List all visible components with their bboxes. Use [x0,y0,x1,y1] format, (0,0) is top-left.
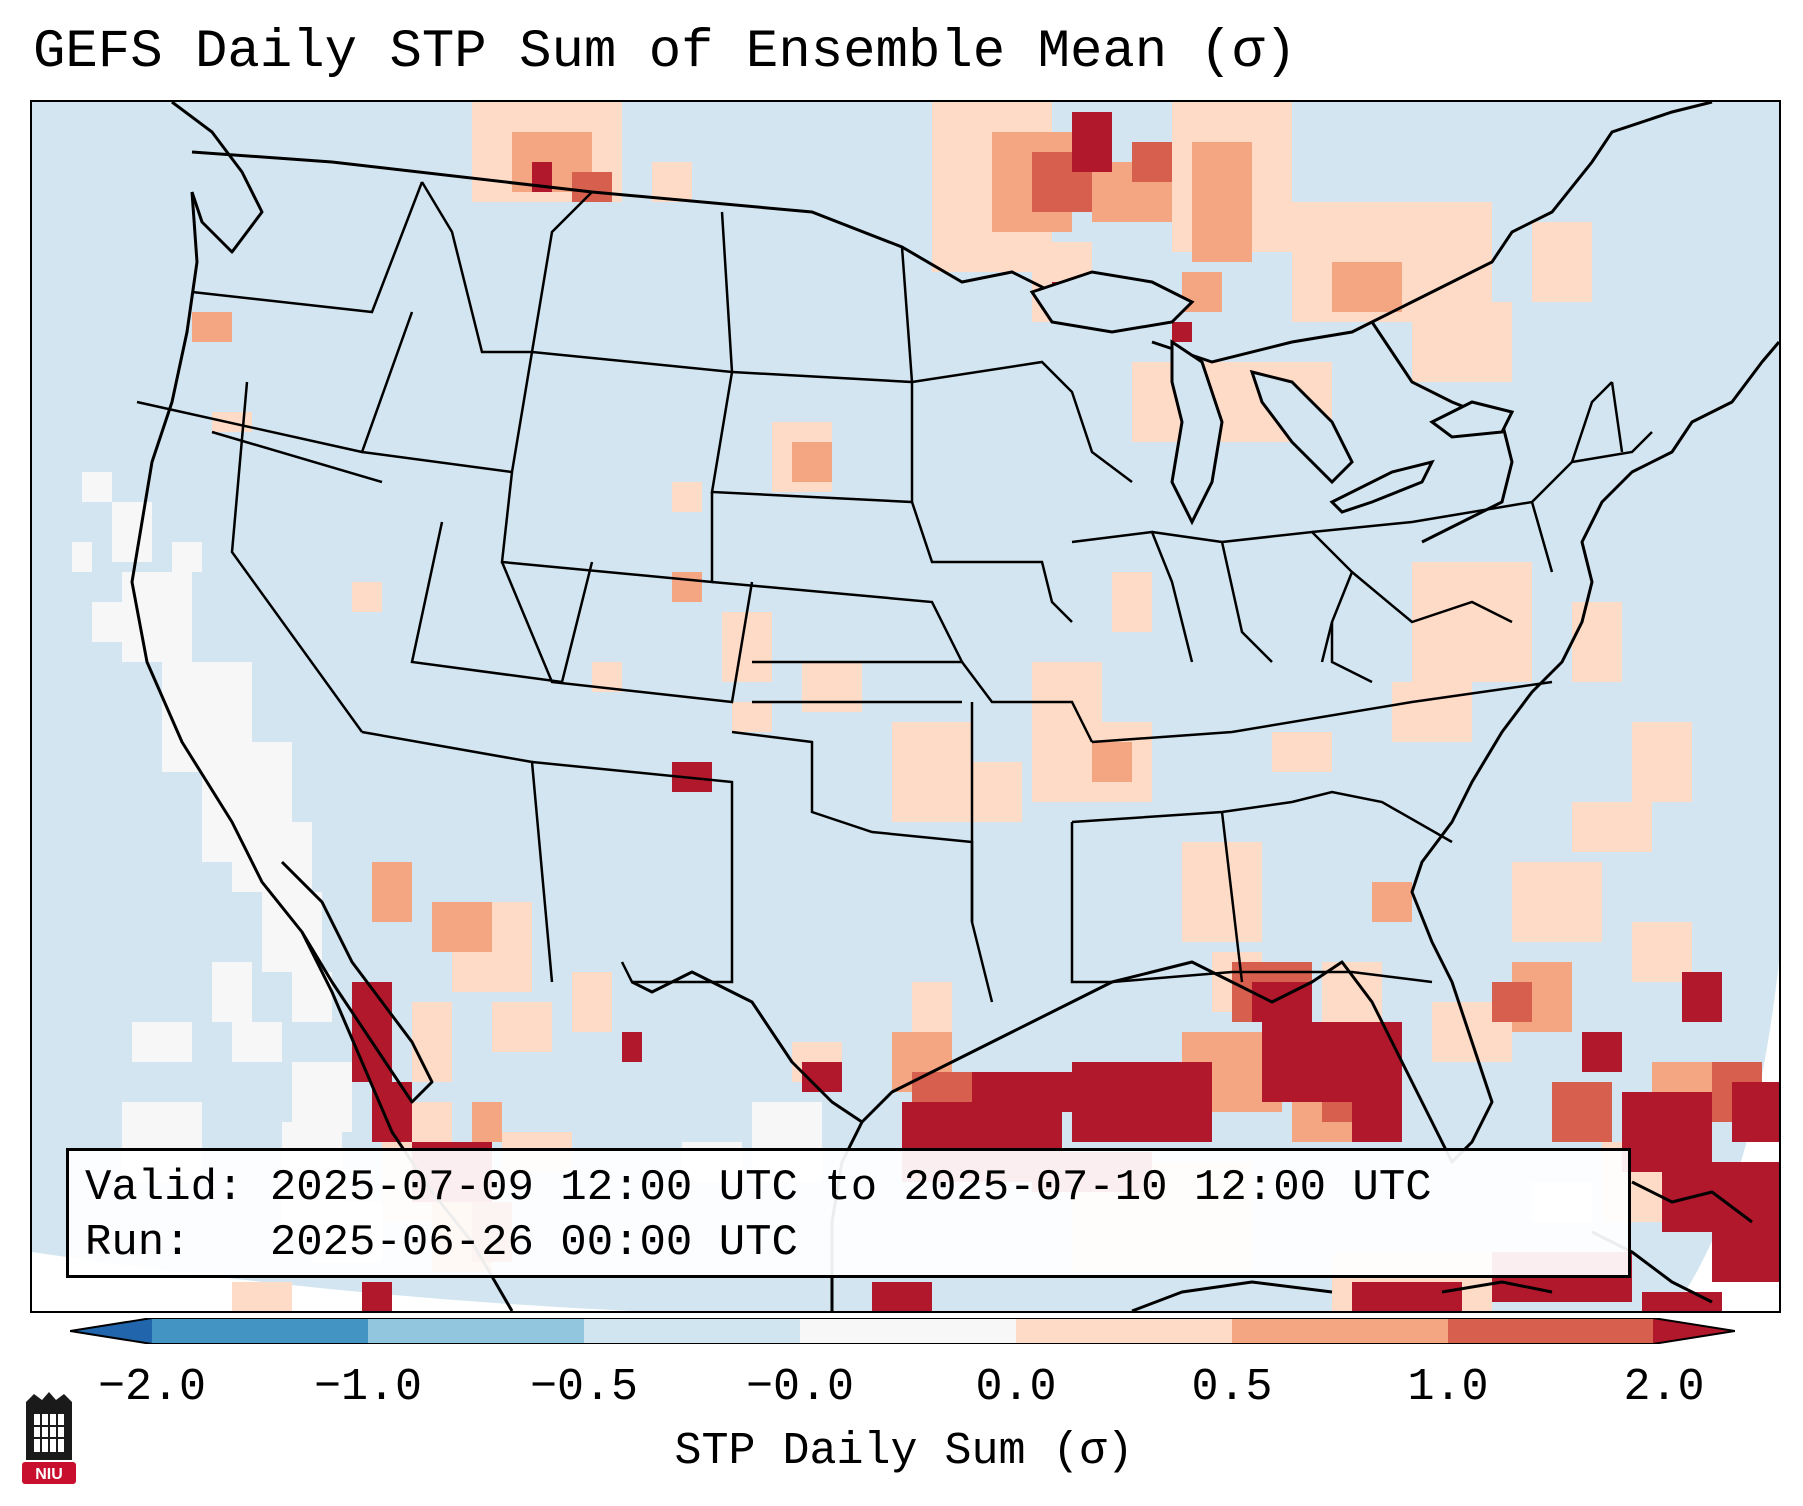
colorbar-tick-2: −1.0 [313,1362,423,1413]
map-svg [32,102,1779,1311]
colorbar-tick-1: −2.0 [97,1362,207,1413]
pacific-white-area [72,472,1592,1262]
valid-label: Valid: [85,1163,244,1213]
run-label: Run: [85,1218,191,1268]
colorbar [70,1318,1735,1344]
colorbar-tick-5: 0.0 [975,1362,1057,1413]
colorbar-segment-1 [152,1318,368,1344]
run-value: 2025-06-26 00:00 UTC [269,1218,798,1268]
niu-logo-icon: NIU [22,1392,76,1484]
map-panel [30,100,1781,1313]
colorbar-tick-3: −0.5 [529,1362,639,1413]
valid-run-info-box: Valid: 2025-07-09 12:00 UTC to 2025-07-1… [66,1148,1631,1278]
coastline [130,102,1779,1311]
colorbar-tick-4: −0.0 [745,1362,855,1413]
colorbar-segment-6 [1232,1318,1448,1344]
colorbar-over-triangle [1653,1318,1735,1344]
logo-text: NIU [35,1466,63,1483]
colorbar-segment-2 [368,1318,584,1344]
colorbar-segment-4 [800,1318,1016,1344]
colorbar-under-triangle [70,1318,152,1344]
colorbar-segment-7 [1448,1318,1653,1344]
colorbar-tick-7: 1.0 [1407,1362,1489,1413]
valid-value: 2025-07-09 12:00 UTC to 2025-07-10 12:00… [269,1163,1432,1213]
outside-domain-left [32,1252,632,1311]
chart-title: GEFS Daily STP Sum of Ensemble Mean (σ) [33,22,1297,83]
colorbar-label: STP Daily Sum (σ) [674,1426,1134,1477]
colorbar-segment-5 [1016,1318,1232,1344]
anomaly-pixels [192,102,1779,1311]
state-borders [136,181,1653,1003]
colorbar-tick-8: 2.0 [1623,1362,1705,1413]
great-lakes [1029,270,1515,526]
colorbar-segment-3 [584,1318,800,1344]
colorbar-tick-6: 0.5 [1191,1362,1273,1413]
